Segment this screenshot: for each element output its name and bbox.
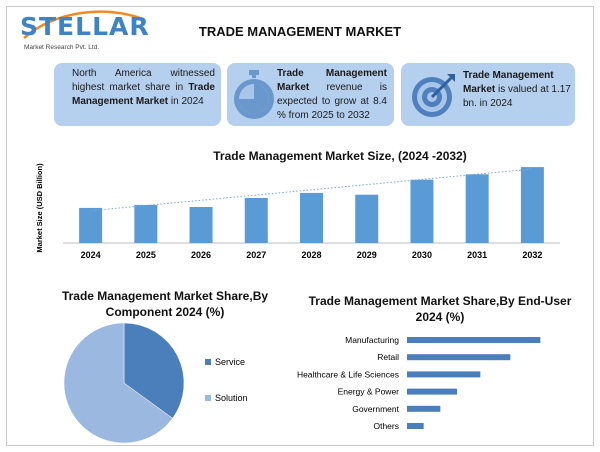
bar [300,192,323,243]
bar [134,204,158,243]
bar [355,194,379,243]
legend-label: Service [215,357,245,367]
y-tick-label: Manufacturing [345,335,399,345]
pie-slice [63,322,173,444]
highlight-card-value: Trade Management Market is valued at 1.1… [401,63,575,126]
stopwatch-icon [234,70,274,119]
legend-swatch [205,359,211,365]
bar [189,207,213,243]
x-tick-label: 2030 [412,250,432,260]
infographic-frame [6,6,594,446]
company-logo: STELLAR Market Research Pvt. Ltd. [20,10,149,58]
bar [407,405,441,412]
logo-tagline: Market Research Pvt. Ltd. [24,44,100,51]
bar [407,371,481,378]
x-tick-label: 2029 [357,250,377,260]
card-region-text: North America witnessed highest market s… [72,68,215,107]
bar [465,174,489,243]
end-user-chart-title: Trade Management Market Share,By End-Use… [308,294,572,324]
card-value-text: Trade Management Market is valued at 1.1… [463,70,571,109]
x-tick-label: 2026 [191,250,211,260]
x-tick-label: 2031 [467,250,487,260]
highlight-card-region: North America witnessed highest market s… [54,63,221,126]
bar [244,198,268,243]
bar [407,423,424,429]
bar [410,179,434,243]
trend-line [90,168,533,212]
y-axis-label: Market Size (USD Billion) [35,163,44,253]
y-tick-label: Energy & Power [338,387,400,397]
card-growth-text: Trade Management Market revenue is expec… [277,68,387,121]
logo-swoosh-icon [23,10,141,39]
x-tick-label: 2025 [136,250,156,260]
x-tick-label: 2027 [246,250,266,260]
x-tick-label: 2024 [81,250,101,260]
bar [407,354,511,361]
y-tick-label: Healthcare & Life Sciences [297,369,399,379]
highlight-card-growth: Trade Management Market revenue is expec… [227,63,394,126]
component-pie-title: Trade Management Market Share,By Compone… [61,289,269,319]
bar [407,388,457,395]
target-icon [412,74,455,117]
pie-slice [123,322,185,419]
x-tick-label: 2028 [301,250,321,260]
market-size-chart-title: Trade Management Market Size, (2024 -203… [213,149,467,163]
legend-label: Solution [215,393,248,403]
y-tick-label: Others [373,421,399,431]
bar [407,337,541,343]
logo-wordmark: STELLAR [20,12,150,41]
bar [520,167,544,243]
page-title: TRADE MANAGEMENT MARKET [198,24,402,39]
legend-swatch [205,395,211,401]
x-tick-label: 2032 [522,250,542,260]
y-tick-label: Retail [377,352,399,362]
y-tick-label: Government [352,404,399,414]
bar [79,207,103,243]
